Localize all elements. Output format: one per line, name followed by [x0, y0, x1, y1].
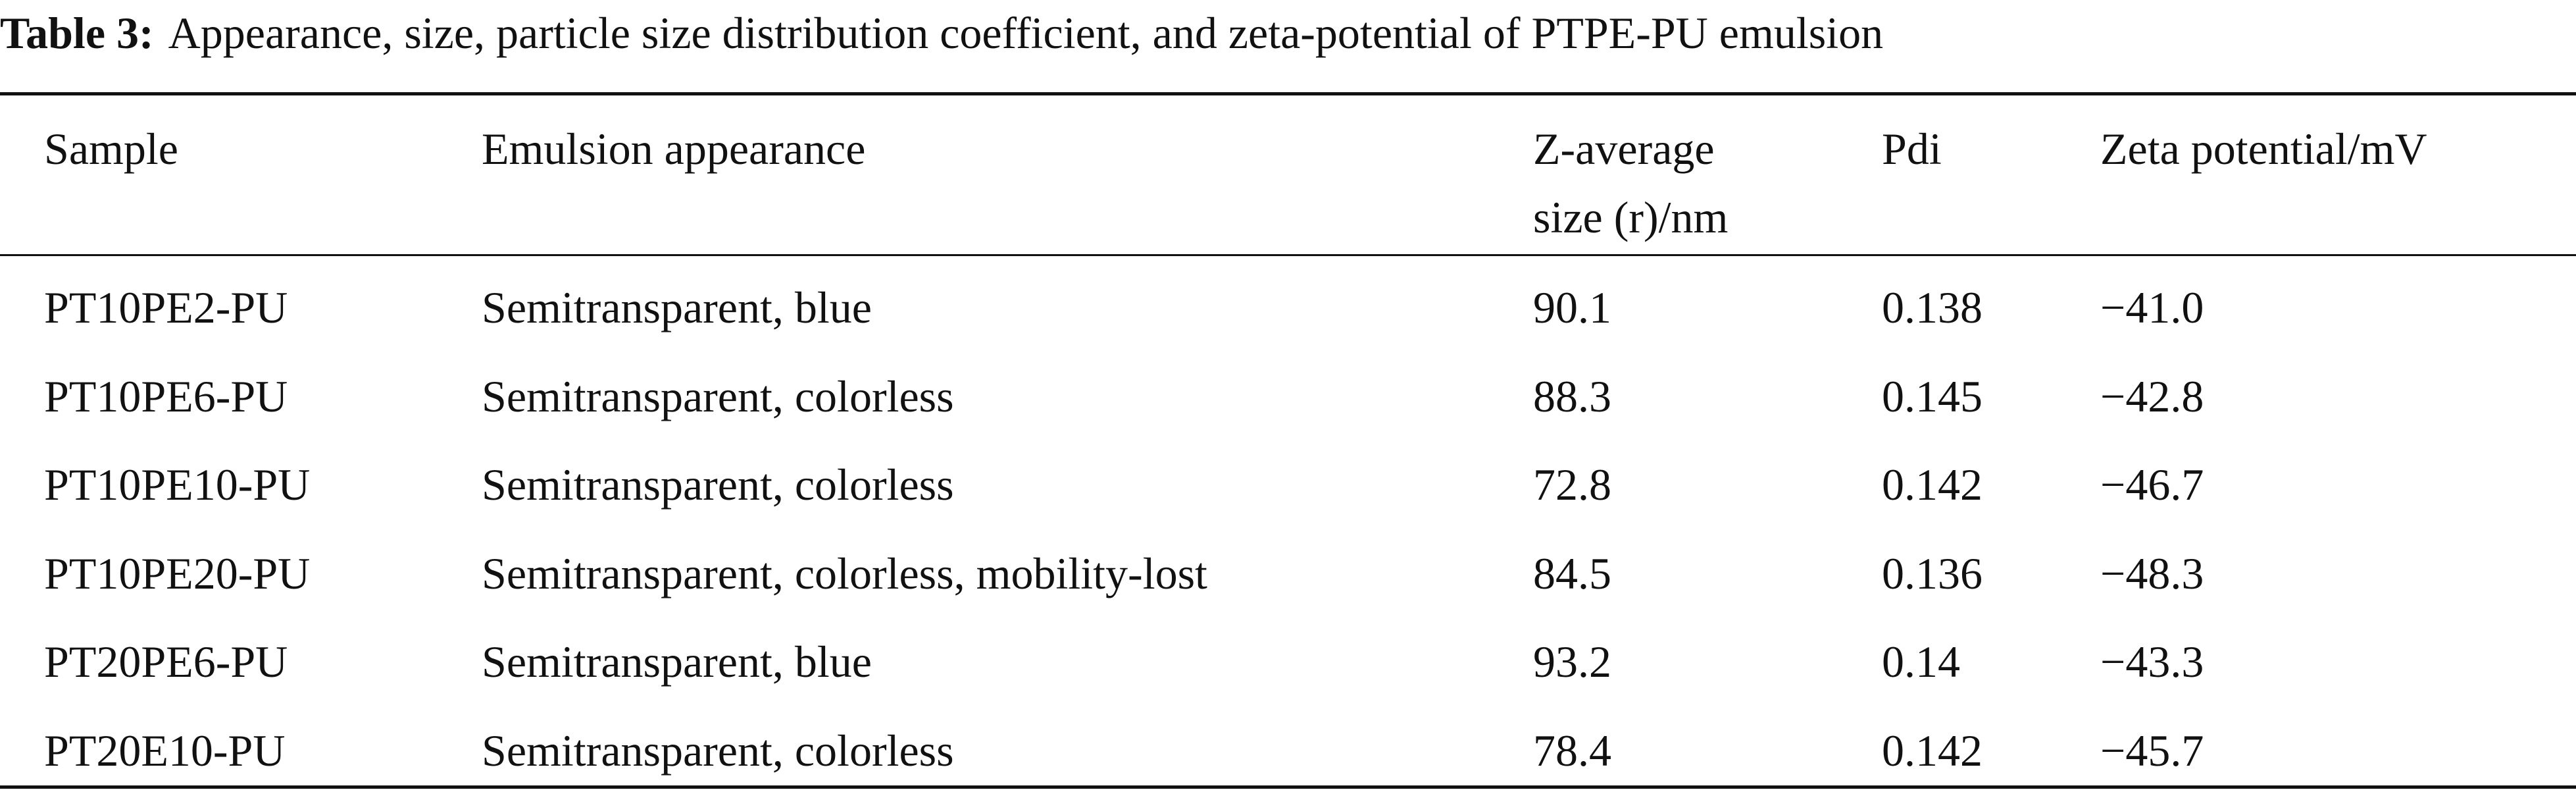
table-cell: PT20PE6-PU	[44, 637, 288, 687]
header-cell: size (r)/nm	[1533, 192, 1729, 242]
table-cell: Semitransparent, colorless, mobility-los…	[482, 548, 1207, 598]
bottom-rule	[0, 785, 2576, 789]
top-rule	[0, 92, 2576, 95]
table-cell: PT10PE10-PU	[44, 460, 311, 510]
table-label: Table 3:	[0, 8, 154, 58]
header-cell: Emulsion appearance	[482, 124, 866, 174]
table-cell: 0.138	[1882, 282, 1983, 332]
table-caption: Appearance, size, particle size distribu…	[168, 8, 1884, 58]
table-cell: 0.142	[1882, 460, 1983, 510]
header-cell: Pdi	[1882, 124, 1942, 174]
table-cell: PT20E10-PU	[44, 726, 286, 776]
table-cell: −48.3	[2100, 548, 2204, 598]
table-cell: 0.142	[1882, 726, 1983, 776]
table-cell: 93.2	[1533, 637, 1611, 687]
table-cell: Semitransparent, colorless	[482, 460, 954, 510]
header-cell: Z-average	[1533, 124, 1715, 174]
table-cell: PT10PE20-PU	[44, 548, 311, 598]
table-cell: −46.7	[2100, 460, 2204, 510]
table-cell: 0.145	[1882, 371, 1983, 421]
header-cell: Zeta potential/mV	[2100, 124, 2427, 174]
table-cell: Semitransparent, colorless	[482, 726, 954, 776]
table-title: Table 3: Appearance, size, particle size …	[0, 11, 1883, 55]
table-cell: −41.0	[2100, 282, 2204, 332]
table-cell: −45.7	[2100, 726, 2204, 776]
table-cell: Semitransparent, colorless	[482, 371, 954, 421]
table-cell: 84.5	[1533, 548, 1611, 598]
table-cell: 72.8	[1533, 460, 1611, 510]
table-cell: Semitransparent, blue	[482, 282, 872, 332]
table-cell: PT10PE2-PU	[44, 282, 288, 332]
table-cell: 0.136	[1882, 548, 1983, 598]
table-cell: 0.14	[1882, 637, 1960, 687]
table-cell: −43.3	[2100, 637, 2204, 687]
header-rule	[0, 254, 2576, 256]
table-cell: 90.1	[1533, 282, 1611, 332]
header-cell: Sample	[44, 124, 178, 174]
table-cell: 88.3	[1533, 371, 1611, 421]
table-cell: 78.4	[1533, 726, 1611, 776]
table-cell: Semitransparent, blue	[482, 637, 872, 687]
table-cell: PT10PE6-PU	[44, 371, 288, 421]
table-cell: −42.8	[2100, 371, 2204, 421]
